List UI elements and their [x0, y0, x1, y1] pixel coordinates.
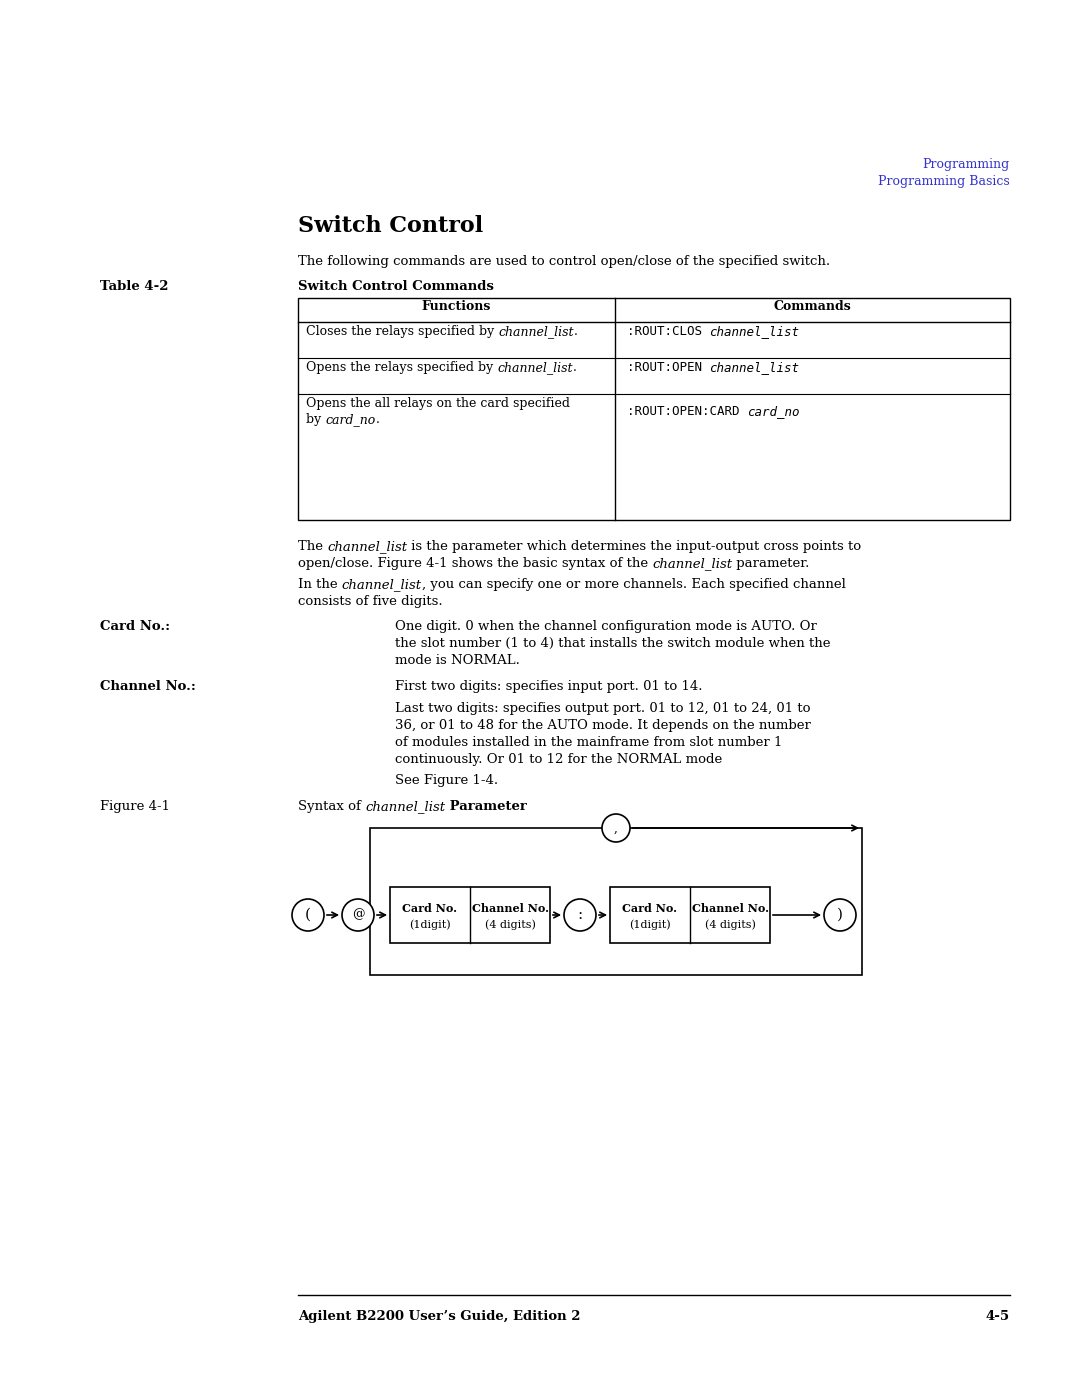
Text: The following commands are used to control open/close of the specified switch.: The following commands are used to contr…	[298, 256, 831, 268]
Text: channel_list: channel_list	[327, 541, 407, 553]
Text: Card No.: Card No.	[403, 904, 458, 915]
Text: channel_list: channel_list	[652, 557, 732, 570]
Circle shape	[292, 900, 324, 930]
Text: .: .	[573, 326, 578, 338]
Circle shape	[342, 900, 374, 930]
Text: card_no: card_no	[325, 414, 376, 426]
Text: Parameter: Parameter	[445, 800, 527, 813]
Text: (4 digits): (4 digits)	[485, 919, 536, 930]
Text: Closes the relays specified by: Closes the relays specified by	[306, 326, 498, 338]
Circle shape	[564, 900, 596, 930]
Text: Opens the relays specified by: Opens the relays specified by	[306, 360, 497, 374]
Text: (1digit): (1digit)	[630, 919, 671, 930]
Text: ): )	[837, 908, 843, 922]
Text: :ROUT:OPEN: :ROUT:OPEN	[627, 360, 710, 374]
Text: Channel No.: Channel No.	[691, 904, 769, 915]
Text: by: by	[306, 414, 325, 426]
Text: Functions: Functions	[422, 300, 491, 313]
Text: consists of five digits.: consists of five digits.	[298, 595, 443, 608]
Text: 4-5: 4-5	[986, 1310, 1010, 1323]
Text: is the parameter which determines the input-output cross points to: is the parameter which determines the in…	[407, 541, 862, 553]
Text: First two digits: specifies input port. 01 to 14.: First two digits: specifies input port. …	[395, 680, 702, 693]
Text: the slot number (1 to 4) that installs the switch module when the: the slot number (1 to 4) that installs t…	[395, 637, 831, 650]
Text: (1digit): (1digit)	[409, 919, 450, 930]
Text: channel_list: channel_list	[342, 578, 422, 591]
Text: :ROUT:OPEN:CARD: :ROUT:OPEN:CARD	[627, 405, 747, 418]
Bar	[298, 298, 1010, 520]
Text: of modules installed in the mainframe from slot number 1: of modules installed in the mainframe fr…	[395, 736, 782, 749]
Text: :: :	[578, 908, 582, 922]
Text: Programming: Programming	[922, 158, 1010, 170]
Text: mode is NORMAL.: mode is NORMAL.	[395, 654, 519, 666]
Text: .: .	[572, 360, 577, 374]
Circle shape	[602, 814, 630, 842]
Text: Commands: Commands	[773, 300, 851, 313]
Text: Switch Control: Switch Control	[298, 215, 483, 237]
Bar	[610, 887, 770, 943]
Text: @: @	[352, 908, 364, 922]
Text: (: (	[305, 908, 311, 922]
Text: Opens the all relays on the card specified: Opens the all relays on the card specifi…	[306, 397, 570, 409]
Text: parameter.: parameter.	[732, 557, 810, 570]
Text: Figure 4-1: Figure 4-1	[100, 800, 170, 813]
Text: channel_list: channel_list	[498, 326, 573, 338]
Text: card_no: card_no	[747, 405, 799, 418]
Text: channel_list: channel_list	[710, 360, 799, 374]
Text: Channel No.:: Channel No.:	[100, 680, 195, 693]
Text: channel_list: channel_list	[497, 360, 572, 374]
Text: Table 4-2: Table 4-2	[100, 279, 168, 293]
Text: The: The	[298, 541, 327, 553]
Circle shape	[824, 900, 856, 930]
Text: Channel No.: Channel No.	[472, 904, 549, 915]
Text: Syntax of: Syntax of	[298, 800, 365, 813]
Text: continuously. Or 01 to 12 for the NORMAL mode: continuously. Or 01 to 12 for the NORMAL…	[395, 753, 723, 766]
Text: Card No.: Card No.	[622, 904, 677, 915]
Text: .: .	[376, 414, 379, 426]
Text: Switch Control Commands: Switch Control Commands	[298, 279, 494, 293]
Text: One digit. 0 when the channel configuration mode is AUTO. Or: One digit. 0 when the channel configurat…	[395, 620, 816, 633]
Text: In the: In the	[298, 578, 342, 591]
Text: , you can specify one or more channels. Each specified channel: , you can specify one or more channels. …	[422, 578, 846, 591]
Text: Programming Basics: Programming Basics	[878, 175, 1010, 189]
Text: 36, or 01 to 48 for the AUTO mode. It depends on the number: 36, or 01 to 48 for the AUTO mode. It de…	[395, 719, 811, 732]
Text: channel_list: channel_list	[710, 326, 799, 338]
Bar	[370, 828, 862, 975]
Text: Agilent B2200 User’s Guide, Edition 2: Agilent B2200 User’s Guide, Edition 2	[298, 1310, 581, 1323]
Text: (4 digits): (4 digits)	[704, 919, 755, 930]
Text: Last two digits: specifies output port. 01 to 12, 01 to 24, 01 to: Last two digits: specifies output port. …	[395, 703, 810, 715]
Text: channel_list: channel_list	[365, 800, 445, 813]
Bar	[390, 887, 550, 943]
Text: See Figure 1-4.: See Figure 1-4.	[395, 774, 498, 787]
Text: open/close. Figure 4-1 shows the basic syntax of the: open/close. Figure 4-1 shows the basic s…	[298, 557, 652, 570]
Text: :ROUT:CLOS: :ROUT:CLOS	[627, 326, 710, 338]
Text: Card No.:: Card No.:	[100, 620, 171, 633]
Text: ,: ,	[615, 821, 618, 834]
